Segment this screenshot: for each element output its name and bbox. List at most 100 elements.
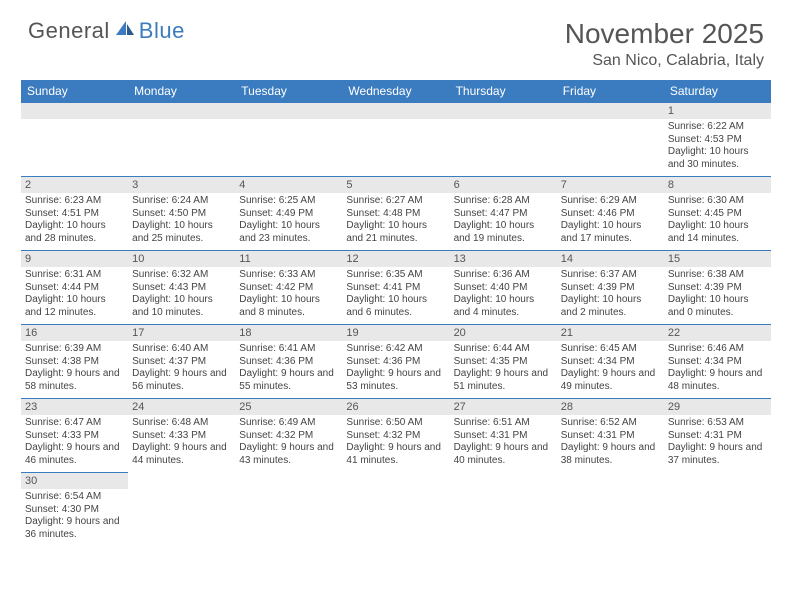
calendar-cell — [557, 103, 664, 177]
logo: General Blue — [28, 18, 185, 44]
day-info: Sunrise: 6:45 AMSunset: 4:34 PMDaylight:… — [557, 341, 664, 395]
calendar-cell: 24Sunrise: 6:48 AMSunset: 4:33 PMDayligh… — [128, 399, 235, 473]
day-info: Sunrise: 6:51 AMSunset: 4:31 PMDaylight:… — [450, 415, 557, 469]
day-number: 12 — [342, 251, 449, 267]
day-info: Sunrise: 6:41 AMSunset: 4:36 PMDaylight:… — [235, 341, 342, 395]
day-info: Sunrise: 6:37 AMSunset: 4:39 PMDaylight:… — [557, 267, 664, 321]
calendar-cell — [342, 103, 449, 177]
calendar-row: 23Sunrise: 6:47 AMSunset: 4:33 PMDayligh… — [21, 399, 771, 473]
day-number: 21 — [557, 325, 664, 341]
day-number: 19 — [342, 325, 449, 341]
day-info: Sunrise: 6:53 AMSunset: 4:31 PMDaylight:… — [664, 415, 771, 469]
day-info: Sunrise: 6:30 AMSunset: 4:45 PMDaylight:… — [664, 193, 771, 247]
day-info: Sunrise: 6:52 AMSunset: 4:31 PMDaylight:… — [557, 415, 664, 469]
calendar-cell: 5Sunrise: 6:27 AMSunset: 4:48 PMDaylight… — [342, 177, 449, 251]
day-info: Sunrise: 6:48 AMSunset: 4:33 PMDaylight:… — [128, 415, 235, 469]
logo-text-blue: Blue — [139, 18, 185, 44]
day-number: 23 — [21, 399, 128, 415]
calendar-cell: 17Sunrise: 6:40 AMSunset: 4:37 PMDayligh… — [128, 325, 235, 399]
calendar-cell: 19Sunrise: 6:42 AMSunset: 4:36 PMDayligh… — [342, 325, 449, 399]
calendar-cell: 25Sunrise: 6:49 AMSunset: 4:32 PMDayligh… — [235, 399, 342, 473]
calendar-cell: 1Sunrise: 6:22 AMSunset: 4:53 PMDaylight… — [664, 103, 771, 177]
calendar-cell: 20Sunrise: 6:44 AMSunset: 4:35 PMDayligh… — [450, 325, 557, 399]
day-number: 10 — [128, 251, 235, 267]
day-header: Tuesday — [235, 80, 342, 103]
calendar-row: 1Sunrise: 6:22 AMSunset: 4:53 PMDaylight… — [21, 103, 771, 177]
calendar-cell: 28Sunrise: 6:52 AMSunset: 4:31 PMDayligh… — [557, 399, 664, 473]
title-block: November 2025 San Nico, Calabria, Italy — [565, 18, 764, 70]
calendar-body: 1Sunrise: 6:22 AMSunset: 4:53 PMDaylight… — [21, 103, 771, 547]
calendar-cell: 12Sunrise: 6:35 AMSunset: 4:41 PMDayligh… — [342, 251, 449, 325]
calendar-cell: 9Sunrise: 6:31 AMSunset: 4:44 PMDaylight… — [21, 251, 128, 325]
day-number: 16 — [21, 325, 128, 341]
day-info: Sunrise: 6:33 AMSunset: 4:42 PMDaylight:… — [235, 267, 342, 321]
day-number-empty — [235, 103, 342, 119]
calendar-cell: 16Sunrise: 6:39 AMSunset: 4:38 PMDayligh… — [21, 325, 128, 399]
calendar-cell — [557, 473, 664, 547]
day-number: 22 — [664, 325, 771, 341]
day-number: 7 — [557, 177, 664, 193]
day-number: 2 — [21, 177, 128, 193]
day-number: 18 — [235, 325, 342, 341]
calendar-cell: 6Sunrise: 6:28 AMSunset: 4:47 PMDaylight… — [450, 177, 557, 251]
calendar-cell — [450, 103, 557, 177]
calendar-cell — [450, 473, 557, 547]
day-header: Sunday — [21, 80, 128, 103]
day-number: 14 — [557, 251, 664, 267]
day-number: 3 — [128, 177, 235, 193]
day-number: 28 — [557, 399, 664, 415]
calendar-cell: 10Sunrise: 6:32 AMSunset: 4:43 PMDayligh… — [128, 251, 235, 325]
day-header: Thursday — [450, 80, 557, 103]
calendar-cell: 23Sunrise: 6:47 AMSunset: 4:33 PMDayligh… — [21, 399, 128, 473]
calendar-cell — [664, 473, 771, 547]
day-header: Monday — [128, 80, 235, 103]
day-number: 8 — [664, 177, 771, 193]
day-number: 5 — [342, 177, 449, 193]
day-number: 26 — [342, 399, 449, 415]
day-info: Sunrise: 6:24 AMSunset: 4:50 PMDaylight:… — [128, 193, 235, 247]
day-info: Sunrise: 6:49 AMSunset: 4:32 PMDaylight:… — [235, 415, 342, 469]
calendar-cell: 8Sunrise: 6:30 AMSunset: 4:45 PMDaylight… — [664, 177, 771, 251]
day-number-empty — [128, 103, 235, 119]
day-number: 4 — [235, 177, 342, 193]
logo-sail-icon — [114, 19, 136, 44]
day-number: 29 — [664, 399, 771, 415]
day-info: Sunrise: 6:22 AMSunset: 4:53 PMDaylight:… — [664, 119, 771, 173]
day-header: Friday — [557, 80, 664, 103]
day-number: 24 — [128, 399, 235, 415]
calendar-cell: 22Sunrise: 6:46 AMSunset: 4:34 PMDayligh… — [664, 325, 771, 399]
day-number-empty — [342, 103, 449, 119]
calendar-cell — [128, 103, 235, 177]
day-info: Sunrise: 6:32 AMSunset: 4:43 PMDaylight:… — [128, 267, 235, 321]
calendar-cell: 14Sunrise: 6:37 AMSunset: 4:39 PMDayligh… — [557, 251, 664, 325]
day-number: 30 — [21, 473, 128, 489]
calendar-cell — [342, 473, 449, 547]
calendar-row: 30Sunrise: 6:54 AMSunset: 4:30 PMDayligh… — [21, 473, 771, 547]
calendar-cell — [21, 103, 128, 177]
calendar-cell: 13Sunrise: 6:36 AMSunset: 4:40 PMDayligh… — [450, 251, 557, 325]
day-number: 20 — [450, 325, 557, 341]
day-info: Sunrise: 6:31 AMSunset: 4:44 PMDaylight:… — [21, 267, 128, 321]
day-number: 25 — [235, 399, 342, 415]
calendar-cell: 15Sunrise: 6:38 AMSunset: 4:39 PMDayligh… — [664, 251, 771, 325]
day-number: 27 — [450, 399, 557, 415]
day-number-empty — [557, 103, 664, 119]
day-number: 9 — [21, 251, 128, 267]
location: San Nico, Calabria, Italy — [565, 52, 764, 70]
day-info: Sunrise: 6:46 AMSunset: 4:34 PMDaylight:… — [664, 341, 771, 395]
day-info: Sunrise: 6:36 AMSunset: 4:40 PMDaylight:… — [450, 267, 557, 321]
day-info: Sunrise: 6:28 AMSunset: 4:47 PMDaylight:… — [450, 193, 557, 247]
calendar-cell — [235, 103, 342, 177]
day-number: 13 — [450, 251, 557, 267]
calendar-cell: 29Sunrise: 6:53 AMSunset: 4:31 PMDayligh… — [664, 399, 771, 473]
day-number: 11 — [235, 251, 342, 267]
calendar-cell: 21Sunrise: 6:45 AMSunset: 4:34 PMDayligh… — [557, 325, 664, 399]
day-info: Sunrise: 6:25 AMSunset: 4:49 PMDaylight:… — [235, 193, 342, 247]
day-number-empty — [450, 103, 557, 119]
logo-text-general: General — [28, 18, 110, 44]
day-info: Sunrise: 6:47 AMSunset: 4:33 PMDaylight:… — [21, 415, 128, 469]
month-title: November 2025 — [565, 18, 764, 50]
calendar-cell: 26Sunrise: 6:50 AMSunset: 4:32 PMDayligh… — [342, 399, 449, 473]
day-number-empty — [21, 103, 128, 119]
calendar-cell: 4Sunrise: 6:25 AMSunset: 4:49 PMDaylight… — [235, 177, 342, 251]
